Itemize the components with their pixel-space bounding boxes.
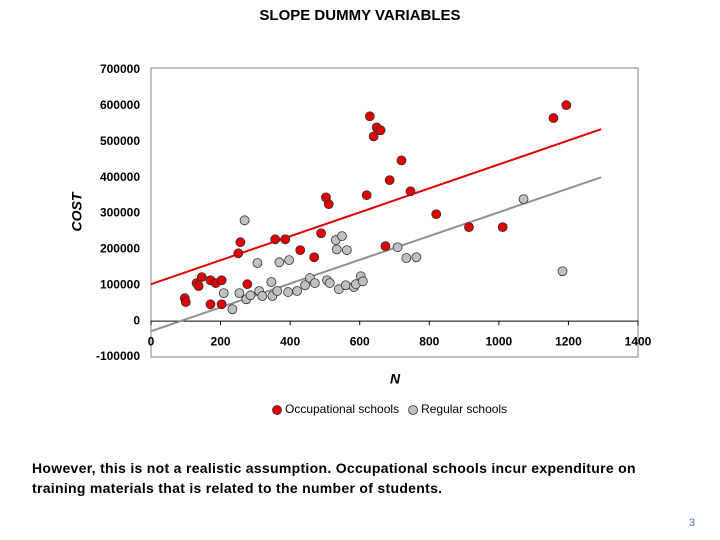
point bbox=[331, 244, 342, 255]
point bbox=[561, 100, 572, 111]
point bbox=[341, 245, 352, 255]
point bbox=[272, 286, 283, 296]
point bbox=[368, 131, 379, 142]
legend-marker bbox=[272, 405, 282, 415]
point bbox=[548, 113, 559, 123]
point bbox=[205, 299, 216, 310]
point bbox=[392, 242, 403, 253]
point bbox=[239, 215, 250, 226]
legend-label: Regular schools bbox=[421, 402, 507, 416]
point bbox=[316, 228, 327, 239]
y-axis-label: COST bbox=[69, 191, 85, 231]
x-tick-label: 200 bbox=[211, 334, 231, 348]
page-number: 3 bbox=[689, 517, 696, 529]
y-tick-label: 0 bbox=[133, 313, 140, 327]
point bbox=[340, 280, 351, 291]
point bbox=[357, 276, 368, 287]
point bbox=[324, 278, 335, 288]
y-tick-label: -100000 bbox=[96, 349, 140, 363]
point bbox=[257, 291, 268, 301]
point bbox=[283, 287, 293, 297]
y-tick-label: 400000 bbox=[100, 170, 140, 184]
point bbox=[361, 190, 372, 201]
x-axis-label: N bbox=[390, 371, 401, 387]
point bbox=[270, 234, 281, 245]
point bbox=[323, 199, 334, 210]
point bbox=[235, 237, 246, 248]
point bbox=[518, 194, 529, 205]
x-tick-label: 1000 bbox=[486, 334, 513, 348]
point bbox=[196, 272, 207, 283]
x-tick-label: 600 bbox=[350, 334, 370, 348]
point bbox=[234, 288, 245, 299]
legend-label: Occupational schools bbox=[285, 402, 399, 416]
x-tick-label: 0 bbox=[148, 334, 155, 348]
chart: SLOPE DUMMY VARIABLES N COST -100000 0 100… bbox=[69, 7, 652, 416]
y-tick-label: 200000 bbox=[100, 242, 140, 256]
point bbox=[266, 277, 277, 287]
trend-line bbox=[150, 176, 602, 333]
point bbox=[216, 299, 227, 310]
x-tick-label: 1400 bbox=[625, 334, 652, 348]
y-tick-label: 700000 bbox=[100, 62, 140, 76]
point bbox=[280, 234, 291, 245]
caption: However, this is not a realistic assumpt… bbox=[32, 460, 636, 496]
point bbox=[364, 111, 375, 122]
point bbox=[180, 297, 191, 308]
trend-line bbox=[150, 128, 602, 286]
x-tick-label: 1200 bbox=[555, 334, 582, 348]
point bbox=[284, 255, 294, 266]
point bbox=[292, 286, 303, 296]
point bbox=[245, 290, 256, 301]
point bbox=[380, 241, 391, 252]
point bbox=[557, 266, 568, 277]
x-tick-label: 800 bbox=[419, 334, 439, 348]
point bbox=[375, 125, 386, 136]
y-tick-label: 300000 bbox=[100, 206, 140, 220]
point bbox=[300, 280, 311, 291]
chart-title: SLOPE DUMMY VARIABLES bbox=[259, 7, 460, 24]
point bbox=[401, 253, 412, 263]
point bbox=[295, 245, 306, 255]
point bbox=[227, 304, 238, 315]
point bbox=[218, 288, 229, 299]
point bbox=[405, 186, 416, 197]
legend-marker bbox=[408, 405, 418, 415]
point bbox=[216, 275, 227, 286]
point bbox=[193, 281, 204, 292]
point bbox=[337, 231, 347, 242]
point bbox=[274, 257, 285, 268]
point bbox=[309, 278, 320, 288]
point bbox=[233, 248, 244, 259]
point bbox=[309, 252, 320, 263]
point bbox=[242, 279, 253, 290]
point bbox=[384, 175, 395, 186]
plot-area bbox=[150, 67, 639, 358]
point bbox=[431, 209, 442, 220]
point bbox=[411, 252, 422, 263]
point bbox=[252, 258, 263, 268]
y-tick-label: 100000 bbox=[100, 277, 140, 291]
y-tick-label: 500000 bbox=[100, 134, 140, 148]
point bbox=[497, 222, 508, 233]
x-tick-label: 400 bbox=[280, 334, 300, 348]
y-tick-label: 600000 bbox=[100, 98, 140, 112]
point bbox=[464, 222, 474, 233]
point bbox=[396, 155, 407, 166]
